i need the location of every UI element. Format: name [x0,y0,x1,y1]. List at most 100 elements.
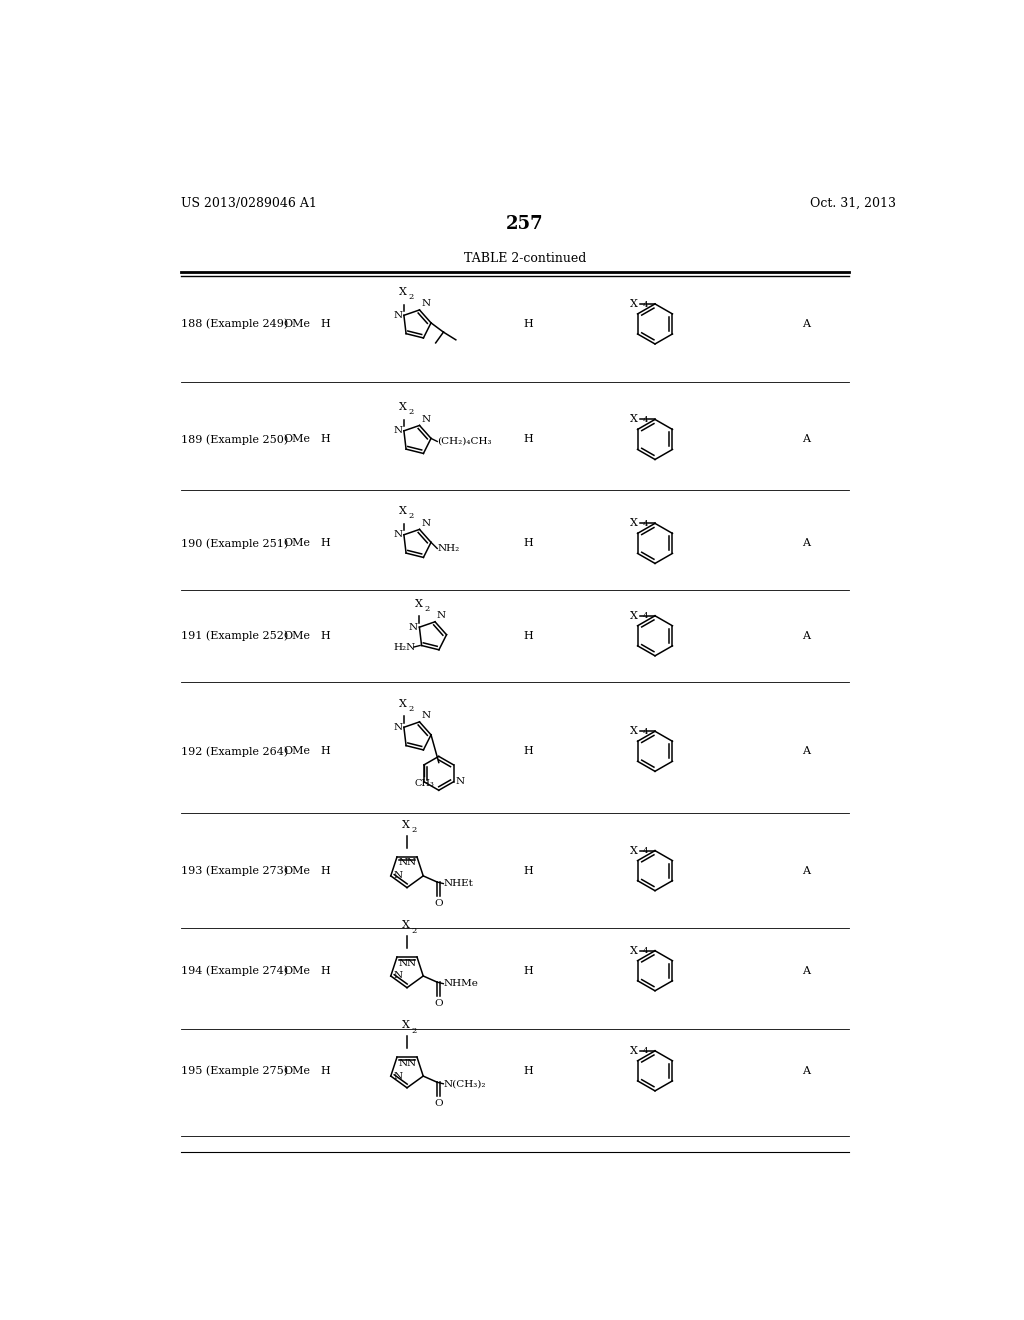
Text: 257: 257 [506,215,544,232]
Text: 194 (Example 274): 194 (Example 274) [180,965,288,975]
Text: X: X [399,403,408,412]
Text: N: N [398,958,408,968]
Text: H: H [523,319,534,329]
Text: N: N [393,1072,402,1081]
Text: O: O [434,999,443,1008]
Text: H: H [523,539,534,548]
Text: (CH₂)₄CH₃: (CH₂)₄CH₃ [437,437,492,446]
Text: 4: 4 [643,847,648,855]
Text: 188 (Example 249): 188 (Example 249) [180,318,288,329]
Text: N: N [421,519,430,528]
Text: A: A [802,1065,810,1076]
Text: N: N [407,958,416,968]
Text: 2: 2 [424,605,429,612]
Text: N: N [456,777,465,787]
Text: X: X [630,611,638,620]
Text: H: H [523,434,534,445]
Text: 195 (Example 275): 195 (Example 275) [180,1065,288,1076]
Text: 4: 4 [643,301,648,309]
Text: 192 (Example 264): 192 (Example 264) [180,746,288,756]
Text: N: N [421,711,430,721]
Text: OMe: OMe [283,1065,310,1076]
Text: US 2013/0289046 A1: US 2013/0289046 A1 [180,197,316,210]
Text: OMe: OMe [283,434,310,445]
Text: H: H [321,746,330,756]
Text: OMe: OMe [283,319,310,329]
Text: N: N [393,426,402,436]
Text: 2: 2 [409,408,414,416]
Text: A: A [802,319,810,329]
Text: N: N [421,300,430,309]
Text: A: A [802,966,810,975]
Text: NHEt: NHEt [443,879,473,888]
Text: NH₂: NH₂ [437,544,460,553]
Text: 2: 2 [409,705,414,713]
Text: O: O [434,899,443,908]
Text: 189 (Example 250): 189 (Example 250) [180,434,288,445]
Text: X: X [630,726,638,737]
Text: N: N [393,871,402,880]
Text: X: X [399,286,408,297]
Text: A: A [802,746,810,756]
Text: H: H [523,746,534,756]
Text: N: N [407,858,416,867]
Text: A: A [802,539,810,548]
Text: 4: 4 [643,416,648,424]
Text: H: H [321,434,330,445]
Text: N: N [436,611,445,620]
Text: NHMe: NHMe [443,979,478,989]
Text: 4: 4 [643,520,648,528]
Text: 2: 2 [409,293,414,301]
Text: 2: 2 [412,1027,417,1035]
Text: 2: 2 [409,512,414,520]
Text: N: N [421,414,430,424]
Text: N: N [398,1059,408,1068]
Text: X: X [399,698,408,709]
Text: X: X [630,298,638,309]
Text: 4: 4 [643,727,648,737]
Text: H: H [321,319,330,329]
Text: N: N [409,623,418,632]
Text: 4: 4 [643,948,648,956]
Text: O: O [434,1100,443,1109]
Text: N: N [393,310,402,319]
Text: N(CH₃)₂: N(CH₃)₂ [443,1080,485,1088]
Text: H: H [321,966,330,975]
Text: X: X [630,945,638,956]
Text: 4: 4 [643,612,648,620]
Text: N: N [393,531,402,540]
Text: X: X [630,414,638,425]
Text: X: X [630,1045,638,1056]
Text: H₂N: H₂N [393,643,416,652]
Text: N: N [407,1059,416,1068]
Text: OMe: OMe [283,866,310,875]
Text: OMe: OMe [283,746,310,756]
Text: X: X [402,1020,411,1030]
Text: N: N [393,972,402,981]
Text: X: X [399,507,408,516]
Text: OMe: OMe [283,539,310,548]
Text: H: H [321,631,330,640]
Text: OMe: OMe [283,966,310,975]
Text: 2: 2 [412,927,417,935]
Text: H: H [321,1065,330,1076]
Text: 4: 4 [643,1048,648,1056]
Text: N: N [393,723,402,731]
Text: A: A [802,631,810,640]
Text: 191 (Example 252): 191 (Example 252) [180,631,288,642]
Text: X: X [630,519,638,528]
Text: H: H [523,1065,534,1076]
Text: 190 (Example 251): 190 (Example 251) [180,539,288,549]
Text: TABLE 2-continued: TABLE 2-continued [464,252,586,265]
Text: OMe: OMe [283,631,310,640]
Text: A: A [802,434,810,445]
Text: 193 (Example 273): 193 (Example 273) [180,866,288,876]
Text: Oct. 31, 2013: Oct. 31, 2013 [810,197,896,210]
Text: H: H [321,866,330,875]
Text: 2: 2 [412,826,417,834]
Text: A: A [802,866,810,875]
Text: N: N [398,858,408,867]
Text: X: X [630,846,638,855]
Text: H: H [523,966,534,975]
Text: X: X [402,820,411,830]
